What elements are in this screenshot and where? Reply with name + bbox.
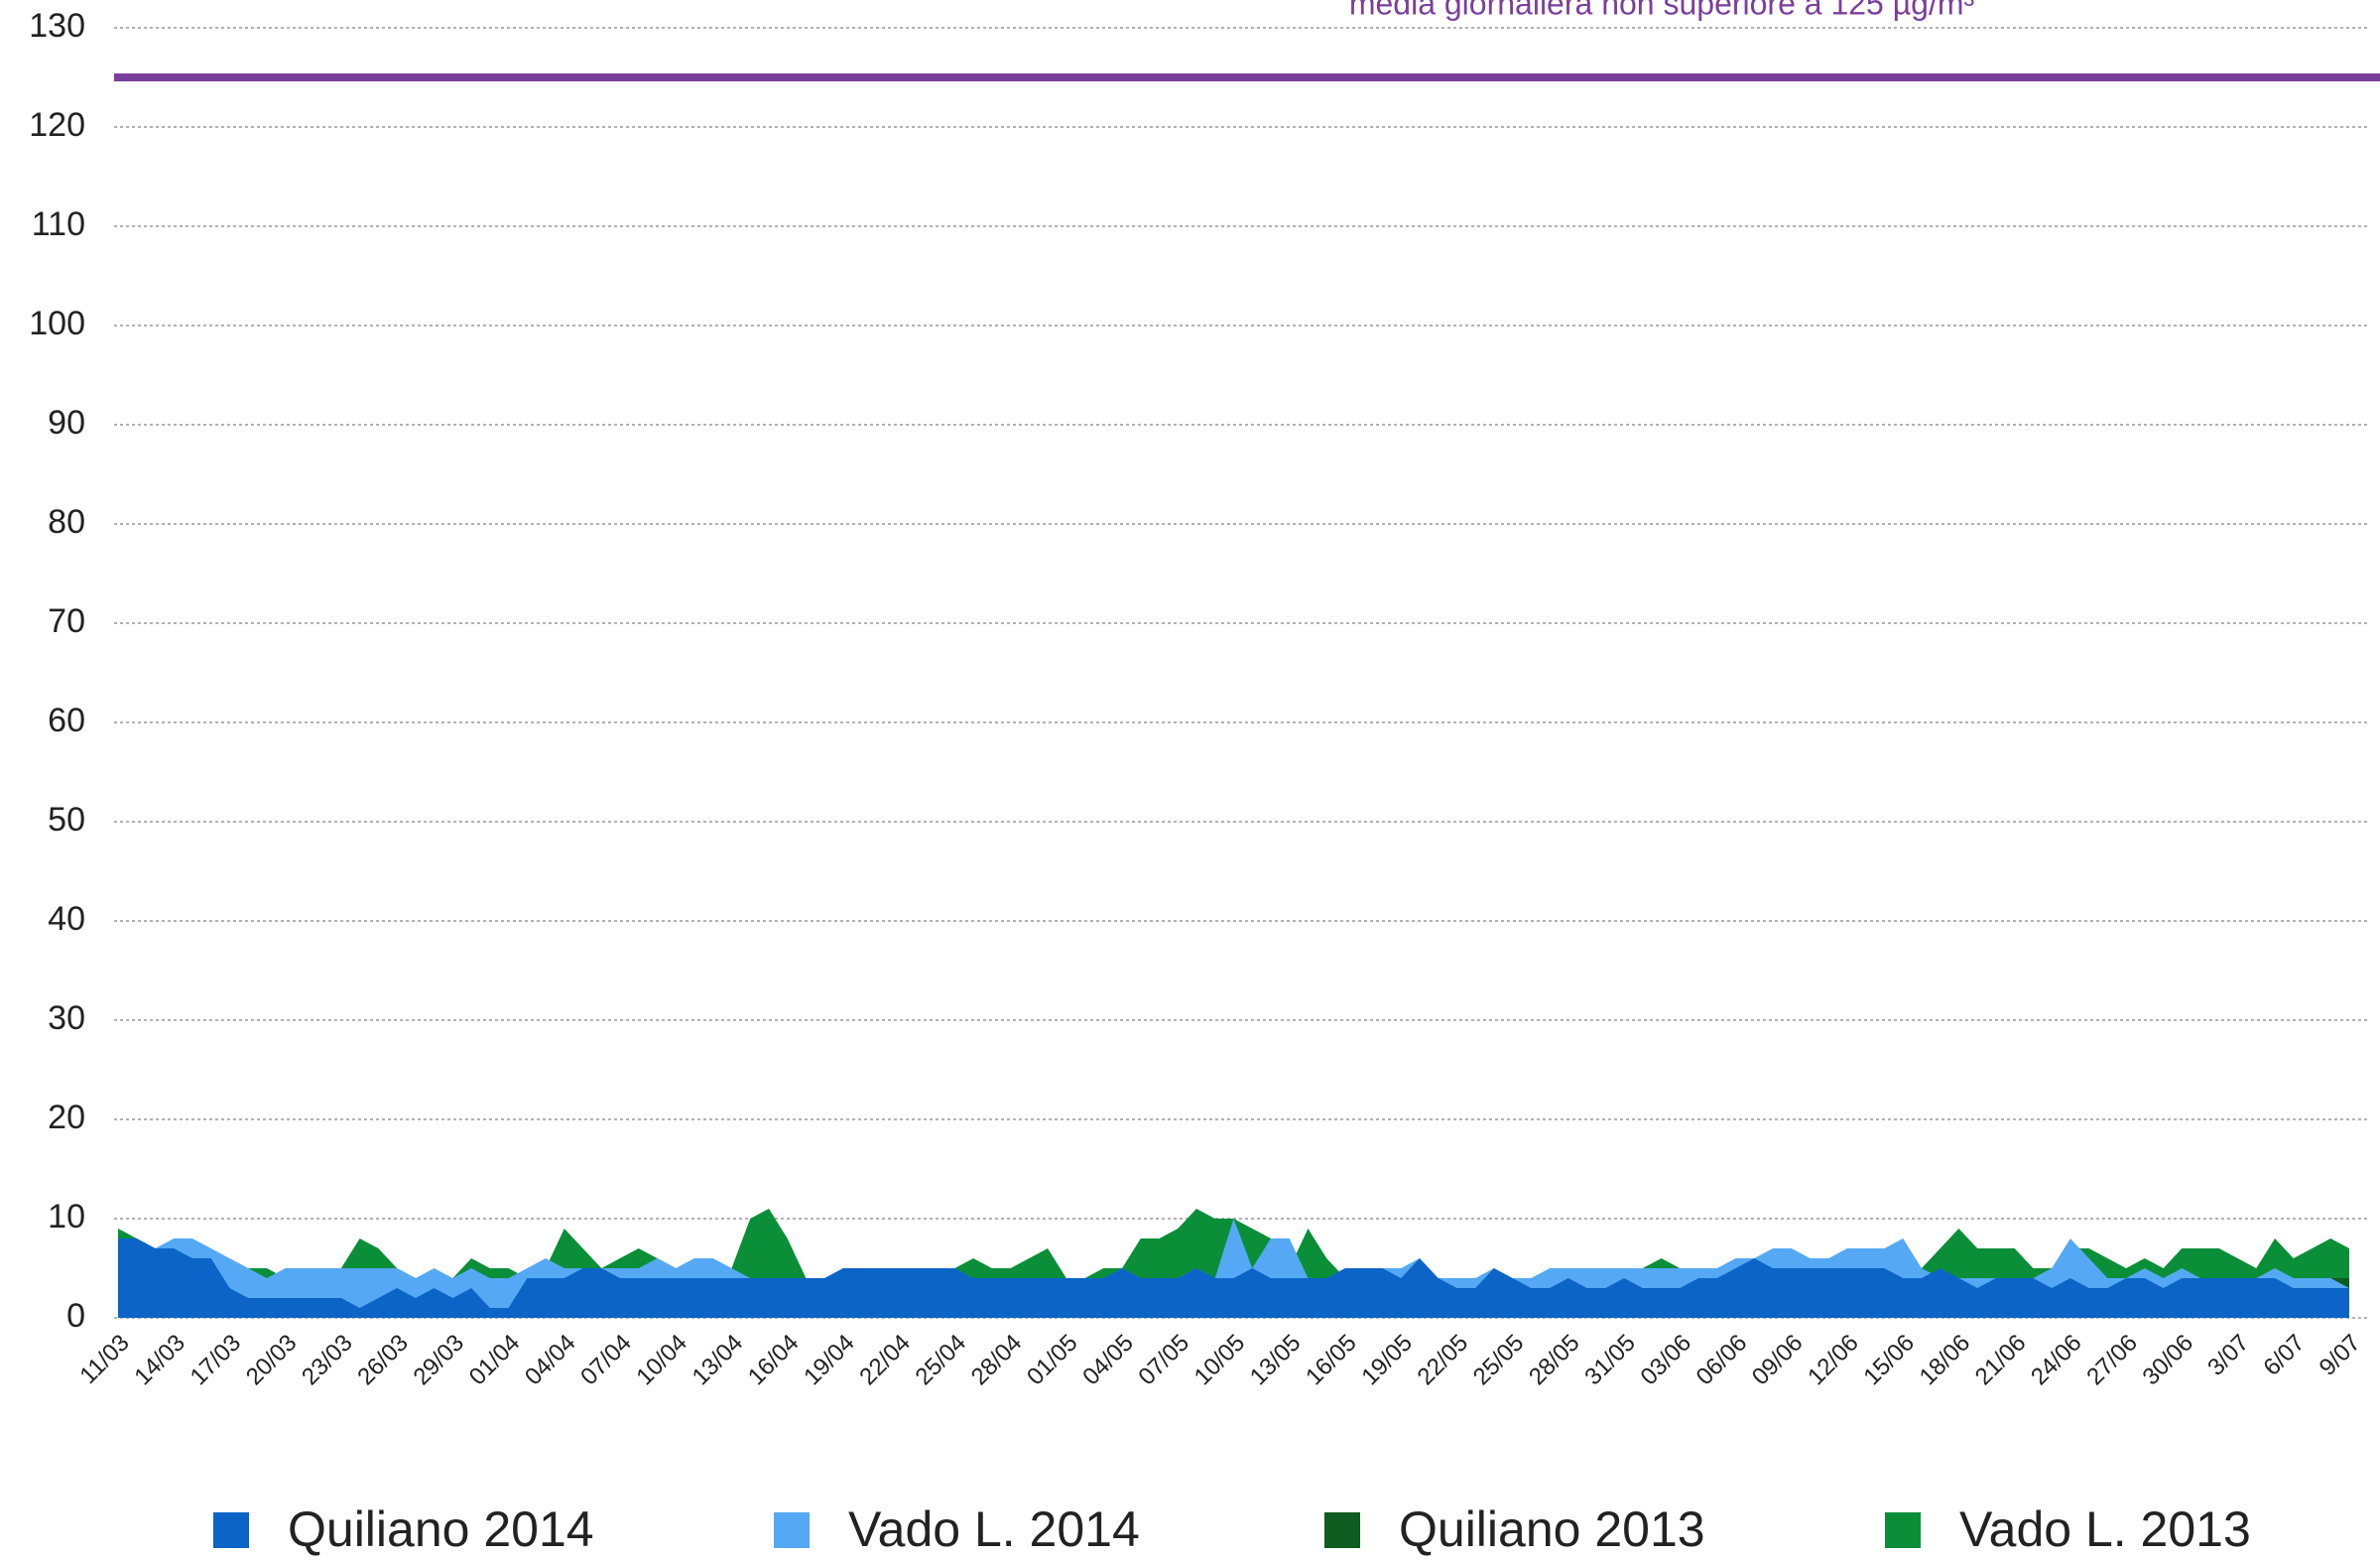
x-tick-label: 22/04 [854,1330,916,1391]
x-tick-label: 10/05 [1190,1330,1251,1391]
x-tick-label: 04/05 [1077,1330,1139,1391]
x-tick-label: 16/04 [743,1330,805,1391]
legend-label: Vado L. 2013 [1959,1501,2251,1557]
y-tick-label: 100 [29,305,85,342]
y-tick-label: 110 [32,205,85,243]
x-tick-label: 18/06 [1915,1330,1976,1391]
x-tick-label: 19/05 [1356,1330,1418,1391]
x-tick-label: 31/05 [1579,1330,1641,1391]
x-tick-label: 15/06 [1858,1330,1920,1391]
x-tick-label: 07/05 [1133,1330,1194,1391]
legend-swatch [1324,1512,1360,1548]
y-tick-label: 10 [48,1198,85,1235]
legend-label: Quiliano 2014 [288,1501,594,1557]
x-tick-label: 03/06 [1635,1330,1696,1391]
x-tick-label: 10/04 [631,1330,692,1391]
x-tick-label: 25/05 [1468,1330,1530,1391]
legend-swatch [1885,1512,1921,1548]
x-tick-label: 17/03 [186,1330,247,1391]
x-tick-label: 06/06 [1691,1330,1753,1391]
x-tick-label: 12/06 [1803,1330,1864,1391]
x-tick-label: 14/03 [129,1330,190,1391]
x-tick-label: 29/03 [409,1330,470,1391]
x-tick-label: 6/07 [2258,1330,2310,1381]
y-tick-label: 20 [48,1099,85,1136]
y-tick-label: 40 [48,900,85,938]
x-tick-label: 23/03 [297,1330,358,1391]
x-tick-label: 13/04 [688,1330,749,1391]
x-tick-label: 20/03 [241,1330,303,1391]
x-tick-label: 19/04 [799,1330,860,1391]
x-tick-label: 9/07 [2315,1330,2366,1381]
y-tick-label: 60 [48,702,85,739]
x-tick-label: 25/04 [911,1330,972,1391]
x-tick-label: 01/05 [1022,1330,1083,1391]
legend-swatch [774,1512,810,1548]
x-tick-label: 26/03 [352,1330,414,1391]
x-tick-label: 27/06 [2081,1330,2143,1391]
x-tick-label: 21/06 [1970,1330,2032,1391]
x-tick-label: 09/06 [1747,1330,1809,1391]
legend-label: Quiliano 2013 [1399,1501,1705,1557]
x-tick-label: 13/05 [1245,1330,1307,1391]
y-tick-label: 80 [48,503,85,541]
y-tick-label: 90 [48,404,85,442]
y-tick-label: 70 [48,602,85,640]
y-tick-label: 130 [29,7,85,45]
legend-label: Vado L. 2014 [848,1501,1140,1557]
x-tick-label: 07/04 [575,1330,637,1391]
x-tick-label: 28/05 [1524,1330,1585,1391]
x-tick-label: 24/06 [2026,1330,2087,1391]
legend-swatch [213,1512,249,1548]
x-tick-label: 3/07 [2202,1330,2254,1381]
y-tick-label: 0 [66,1297,85,1335]
x-tick-label: 11/03 [74,1330,134,1389]
x-tick-label: 01/04 [464,1330,526,1391]
x-tick-label: 28/04 [966,1330,1028,1391]
threshold-annotation: media giornaliera non superiore a 125 µg… [1349,0,1975,21]
x-tick-label: 16/05 [1301,1330,1362,1391]
x-tick-label: 30/06 [2137,1330,2198,1391]
x-tick-label: 22/05 [1413,1330,1474,1391]
y-tick-label: 120 [29,106,85,144]
area [118,1238,2349,1318]
y-tick-label: 50 [48,801,85,839]
x-tick-label: 04/04 [520,1330,581,1391]
y-tick-label: 30 [48,999,85,1037]
